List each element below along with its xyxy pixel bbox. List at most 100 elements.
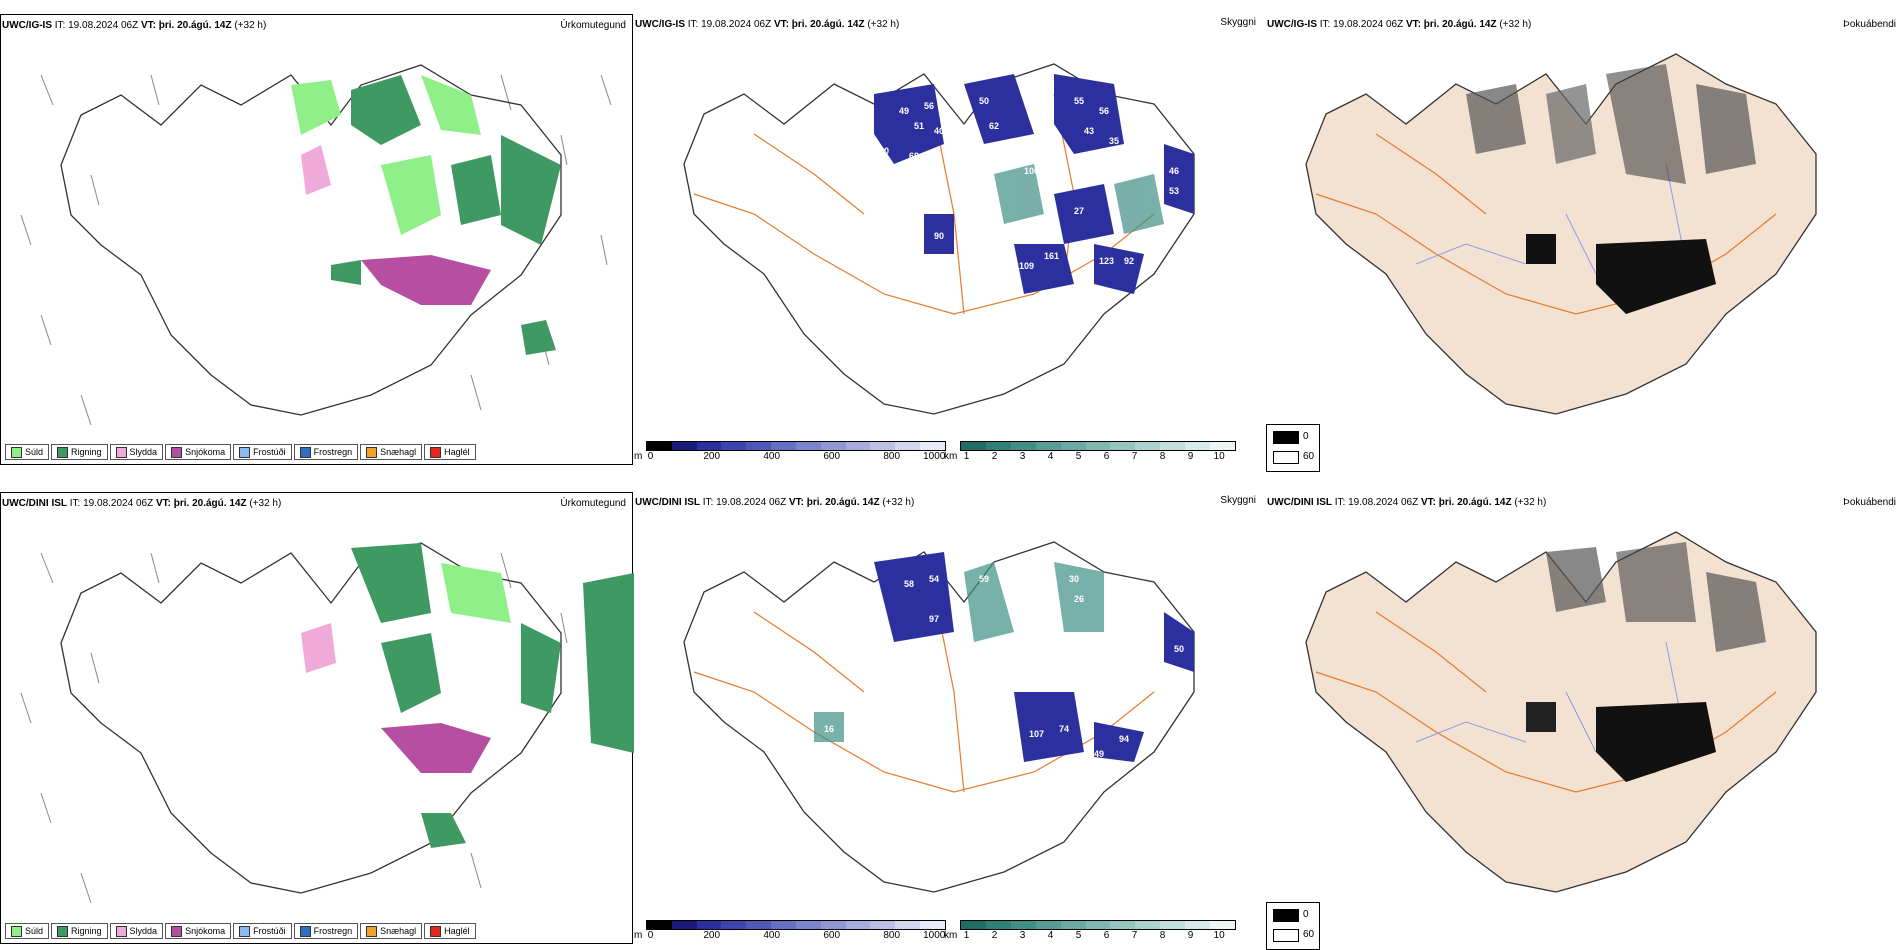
fog-legend: 0 60 bbox=[1266, 902, 1320, 950]
legend-item-rain: Rigning bbox=[51, 923, 108, 939]
cloud-map: 58 54 59 97 30 49 26 88 42 50 92 112 107… bbox=[683, 541, 1195, 893]
panel-title: UWC/IG-IS IT: 19.08.2024 06Z VT: þri. 20… bbox=[1267, 19, 1532, 30]
svg-text:94: 94 bbox=[1119, 734, 1129, 744]
fog-panel-row1: UWC/IG-IS IT: 19.08.2024 06Z VT: þri. 20… bbox=[1266, 14, 1900, 472]
legend-item-snow-pellets: Snæhagl bbox=[360, 444, 423, 460]
svg-text:69: 69 bbox=[909, 151, 919, 161]
svg-text:88: 88 bbox=[1124, 589, 1134, 599]
fog-panel-row2: UWC/DINI ISL IT: 19.08.2024 06Z VT: þri.… bbox=[1266, 492, 1900, 950]
fog-areas bbox=[1526, 542, 1766, 782]
legend-item-hail: Haglél bbox=[424, 444, 476, 460]
cloud-areas bbox=[874, 552, 1194, 762]
legend-item-drizzle: Súld bbox=[5, 444, 50, 460]
iceland-land bbox=[1305, 53, 1817, 415]
panel-title: UWC/DINI ISL IT: 19.08.2024 06Z VT: þri.… bbox=[1267, 497, 1547, 508]
panel-title: UWC/DINI ISL IT: 19.08.2024 06Z VT: þri.… bbox=[635, 497, 915, 508]
fog-legend: 0 60 bbox=[1266, 424, 1320, 472]
svg-text:35: 35 bbox=[1109, 136, 1119, 146]
svg-text:62: 62 bbox=[989, 121, 999, 131]
legend-item-snow: Snjókoma bbox=[165, 923, 232, 939]
svg-text:83: 83 bbox=[849, 256, 859, 266]
svg-text:79: 79 bbox=[904, 171, 914, 181]
legend-item-snow: Snjókoma bbox=[165, 444, 232, 460]
svg-text:10: 10 bbox=[994, 251, 1004, 261]
panel-variable-label: Skyggni bbox=[1220, 495, 1256, 506]
svg-text:58: 58 bbox=[904, 579, 914, 589]
svg-text:43: 43 bbox=[1084, 126, 1094, 136]
wind-barbs bbox=[20, 552, 568, 904]
legend-item-freezing-drizzle: Frostúði bbox=[233, 444, 292, 460]
precip-legend: Súld Rigning Slydda Snjókoma Frostúði Fr… bbox=[5, 923, 476, 939]
panel-title: UWC/IG-IS IT: 19.08.2024 06Z VT: þri. 20… bbox=[2, 20, 267, 31]
panel-title: UWC/DINI ISL IT: 19.08.2024 06Z VT: þri.… bbox=[2, 498, 282, 509]
legend-item-freezing-rain: Frostregn bbox=[293, 444, 359, 460]
svg-text:50: 50 bbox=[979, 96, 989, 106]
cloud-value-labels: 58 54 59 97 30 49 26 88 42 50 92 112 107… bbox=[824, 574, 1184, 759]
svg-text:59: 59 bbox=[979, 574, 989, 584]
svg-text:100: 100 bbox=[1024, 166, 1039, 176]
svg-text:50: 50 bbox=[1174, 644, 1184, 654]
svg-text:42: 42 bbox=[1149, 614, 1159, 624]
svg-text:53: 53 bbox=[1169, 186, 1179, 196]
svg-text:16: 16 bbox=[824, 724, 834, 734]
panel-variable-label: Úrkomutegund bbox=[560, 20, 626, 31]
svg-text:86: 86 bbox=[874, 166, 884, 176]
legend-item-drizzle: Súld bbox=[5, 923, 50, 939]
svg-text:74: 74 bbox=[1059, 724, 1069, 734]
visibility-colorbar: km 1 2 3 4 5 6 7 8 9 10 bbox=[944, 441, 1244, 463]
panel-variable-label: Þokuábendi bbox=[1843, 19, 1896, 30]
legend-item-hail: Haglél bbox=[424, 923, 476, 939]
svg-text:51: 51 bbox=[914, 121, 924, 131]
fog-areas bbox=[1466, 64, 1756, 314]
precip-map bbox=[20, 542, 634, 904]
svg-text:46: 46 bbox=[1169, 166, 1179, 176]
cloud-value-labels: 49 56 51 40 50 55 56 80 69 62 43 35 86 7… bbox=[849, 96, 1179, 271]
panel-variable-label: Skyggni bbox=[1220, 17, 1256, 28]
svg-text:40: 40 bbox=[934, 126, 944, 136]
legend-item-rain: Rigning bbox=[51, 444, 108, 460]
svg-text:107: 107 bbox=[1029, 729, 1044, 739]
svg-text:122: 122 bbox=[1069, 256, 1084, 266]
precip-panel-row2: UWC/DINI ISL IT: 19.08.2024 06Z VT: þri.… bbox=[0, 492, 634, 944]
svg-text:112: 112 bbox=[959, 694, 974, 704]
precip-legend: Súld Rigning Slydda Snjókoma Frostúði Fr… bbox=[5, 444, 476, 460]
svg-text:97: 97 bbox=[1129, 236, 1139, 246]
wind-barbs bbox=[20, 74, 612, 426]
svg-text:92: 92 bbox=[1044, 674, 1054, 684]
svg-text:161: 161 bbox=[1044, 251, 1059, 261]
svg-text:97: 97 bbox=[929, 614, 939, 624]
svg-text:109: 109 bbox=[1019, 261, 1034, 271]
legend-item-sleet: Slydda bbox=[109, 444, 164, 460]
roads bbox=[1315, 611, 1777, 793]
svg-text:67: 67 bbox=[1164, 206, 1174, 216]
precip-map bbox=[20, 64, 612, 426]
svg-text:56: 56 bbox=[924, 101, 934, 111]
svg-text:123: 123 bbox=[1099, 256, 1114, 266]
precip-panel-row1: UWC/IG-IS IT: 19.08.2024 06Z VT: þri. 20… bbox=[0, 14, 633, 465]
cloud-panel-row2: UWC/DINI ISL IT: 19.08.2024 06Z VT: þri.… bbox=[634, 492, 1266, 944]
svg-text:78: 78 bbox=[1044, 206, 1054, 216]
roads bbox=[1315, 133, 1777, 315]
legend-item-snow-pellets: Snæhagl bbox=[360, 923, 423, 939]
cloud-panel-row1: UWC/IG-IS IT: 19.08.2024 06Z VT: þri. 20… bbox=[634, 14, 1266, 465]
panel-title: UWC/IG-IS IT: 19.08.2024 06Z VT: þri. 20… bbox=[635, 19, 900, 30]
panel-variable-label: Þokuábendi bbox=[1843, 497, 1896, 508]
iceland-coastline bbox=[60, 542, 562, 894]
svg-text:92: 92 bbox=[1124, 256, 1134, 266]
svg-text:55: 55 bbox=[1074, 96, 1084, 106]
svg-text:49: 49 bbox=[899, 106, 909, 116]
iceland-coastline bbox=[60, 64, 562, 416]
svg-text:54: 54 bbox=[929, 574, 939, 584]
svg-text:92: 92 bbox=[874, 236, 884, 246]
svg-text:80: 80 bbox=[879, 146, 889, 156]
legend-item-freezing-drizzle: Frostúði bbox=[233, 923, 292, 939]
svg-text:49: 49 bbox=[1049, 594, 1059, 604]
cloud-base-colorbar: m 0 200 400 600 800 1000 bbox=[634, 920, 946, 942]
precip-areas bbox=[291, 75, 561, 355]
roads bbox=[693, 93, 1155, 315]
vis-areas bbox=[814, 562, 1104, 742]
fog-map bbox=[1305, 53, 1817, 415]
fog-map bbox=[1305, 531, 1817, 893]
svg-text:90: 90 bbox=[934, 231, 944, 241]
svg-text:65: 65 bbox=[934, 166, 944, 176]
